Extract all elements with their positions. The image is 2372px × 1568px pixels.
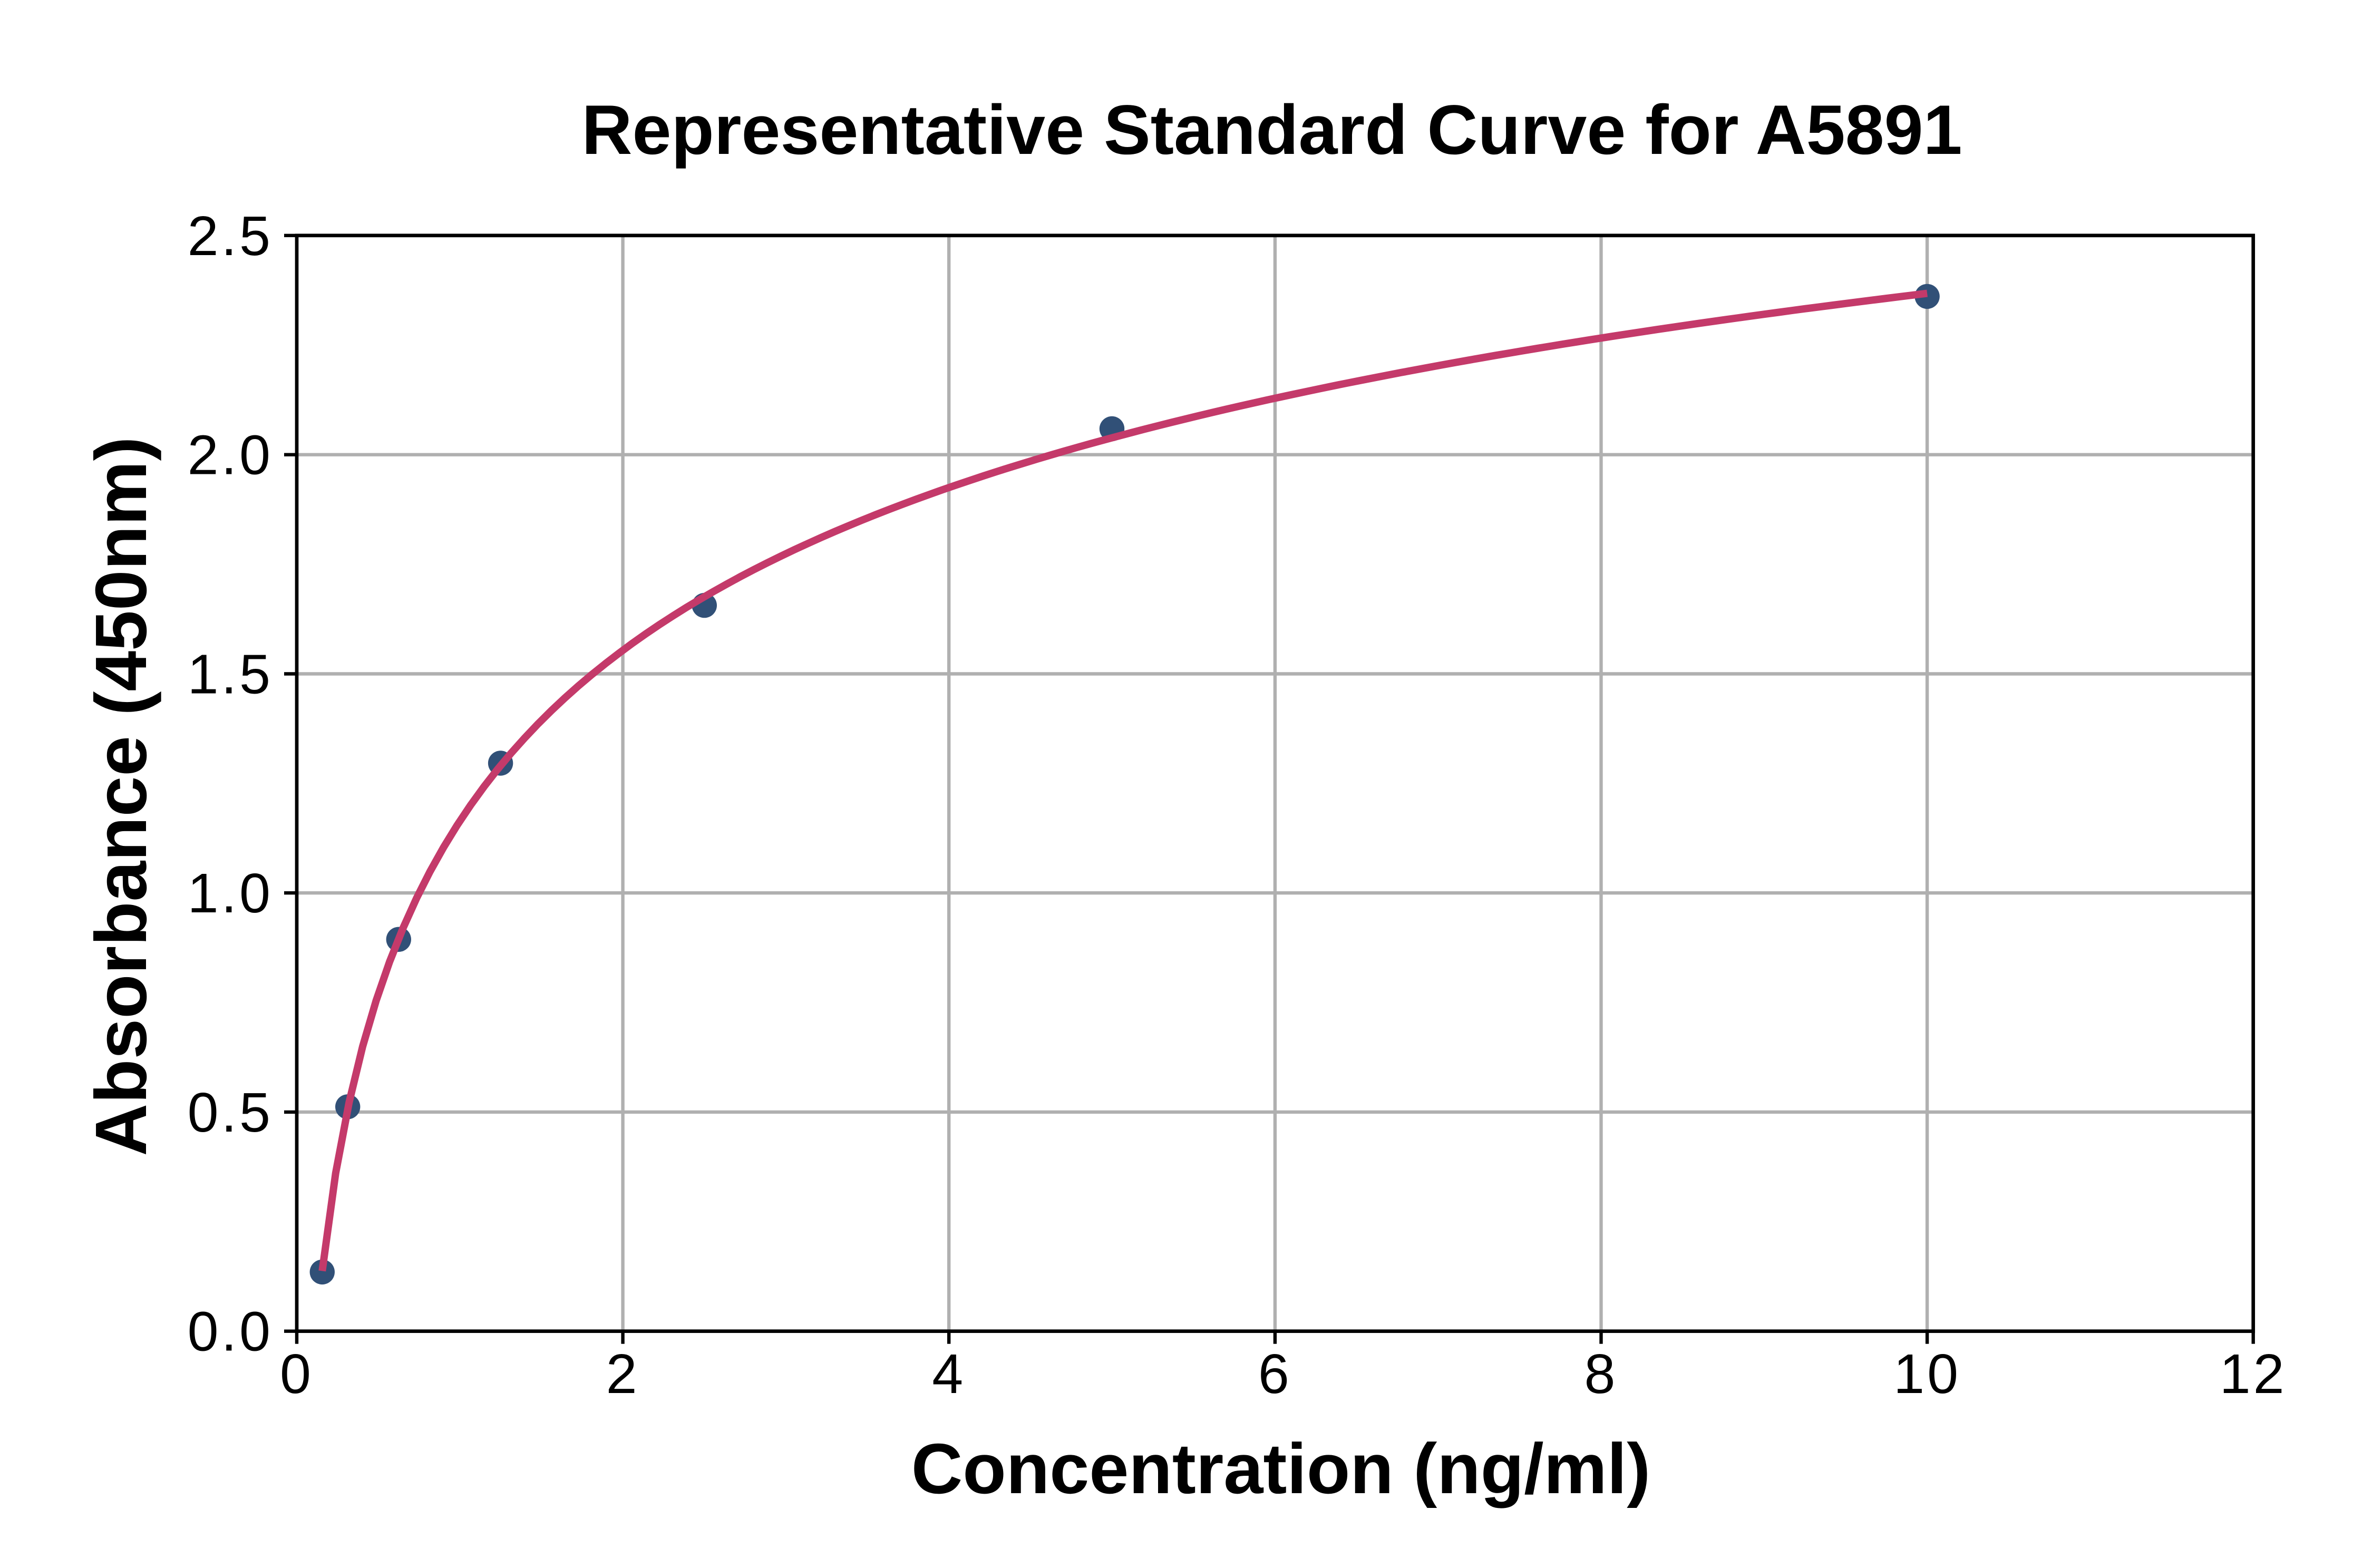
svg-text:1.5: 1.5 [188, 644, 273, 706]
svg-text:Absorbance (450nm): Absorbance (450nm) [81, 436, 162, 1156]
svg-text:Representative Standard Curve: Representative Standard Curve for A5891 [581, 91, 1962, 169]
svg-text:12: 12 [2220, 1343, 2287, 1405]
svg-text:2.5: 2.5 [188, 205, 273, 267]
svg-text:0: 0 [280, 1343, 314, 1405]
svg-text:1.0: 1.0 [188, 862, 273, 924]
svg-text:10: 10 [1893, 1343, 1961, 1405]
svg-text:4: 4 [932, 1343, 966, 1405]
svg-text:Concentration (ng/ml): Concentration (ng/ml) [911, 1429, 1650, 1508]
svg-text:0.5: 0.5 [188, 1082, 273, 1144]
svg-text:8: 8 [1584, 1343, 1618, 1405]
svg-text:6: 6 [1258, 1343, 1292, 1405]
svg-text:2.0: 2.0 [188, 424, 273, 486]
svg-text:2: 2 [606, 1343, 640, 1405]
svg-text:0.0: 0.0 [188, 1301, 273, 1363]
